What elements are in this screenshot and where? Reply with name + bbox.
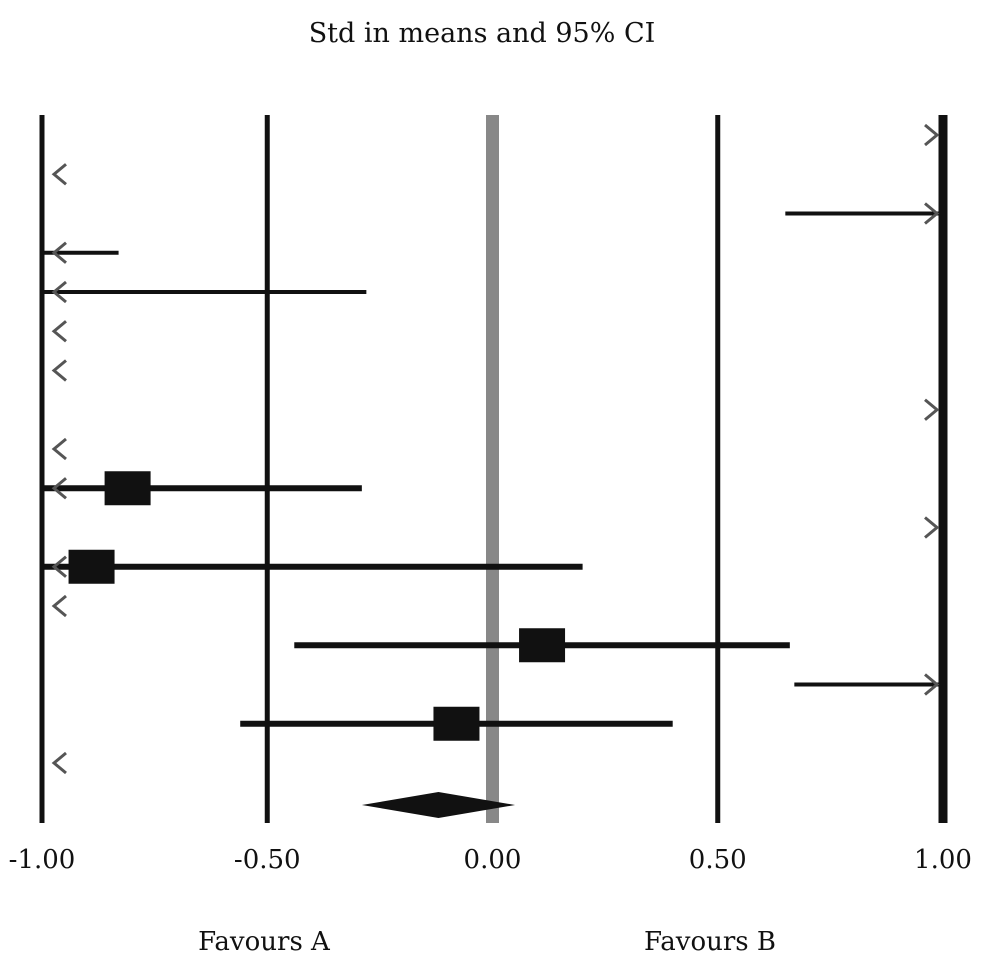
reference-lines xyxy=(39,115,948,823)
arrow-right-marker xyxy=(924,202,940,225)
study-rows xyxy=(42,123,943,775)
summary-group xyxy=(361,792,516,818)
arrow-left-marker xyxy=(51,594,67,618)
arrow-left-marker xyxy=(51,437,67,461)
arrow-right-marker xyxy=(924,398,940,421)
arrow-left-marker xyxy=(51,751,67,775)
x-tick-labels: -1.00 -0.50 0.00 0.50 1.00 xyxy=(9,845,972,875)
arrow-left-marker xyxy=(51,241,67,264)
summary-diamond xyxy=(361,792,516,818)
x-tick-label: 0.00 xyxy=(464,845,522,875)
arrow-left-marker xyxy=(51,477,67,500)
favours-right-label: Favours B xyxy=(644,927,776,957)
point-estimate-square xyxy=(68,549,115,584)
x-tick-label: 1.00 xyxy=(914,845,972,875)
x-tick-label: 0.50 xyxy=(689,845,747,875)
arrow-left-marker xyxy=(51,555,67,578)
favours-left-label: Favours A xyxy=(198,927,331,957)
x-tick-label: -0.50 xyxy=(234,845,301,875)
arrow-left-marker xyxy=(51,320,67,343)
arrow-right-marker xyxy=(924,516,940,539)
point-estimate-square xyxy=(104,471,151,506)
arrow-left-marker xyxy=(51,359,67,382)
arrow-right-marker xyxy=(924,123,940,147)
x-tick-label: -1.00 xyxy=(9,845,76,875)
point-estimate-square xyxy=(433,706,480,741)
point-estimate-square xyxy=(519,628,566,663)
arrow-right-marker xyxy=(924,673,940,696)
chart-title: Std in means and 95% CI xyxy=(309,18,656,49)
arrow-left-marker xyxy=(51,280,67,304)
arrow-left-marker xyxy=(51,163,67,186)
